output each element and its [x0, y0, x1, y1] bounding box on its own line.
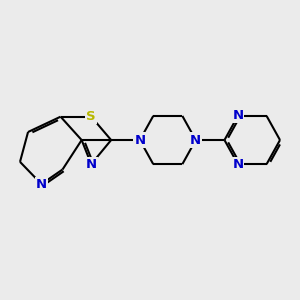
Text: N: N: [232, 110, 243, 122]
Text: N: N: [232, 158, 243, 171]
Text: N: N: [86, 158, 97, 171]
Text: S: S: [86, 110, 96, 123]
Text: N: N: [134, 134, 146, 146]
Text: N: N: [190, 134, 201, 146]
Text: N: N: [36, 178, 47, 190]
